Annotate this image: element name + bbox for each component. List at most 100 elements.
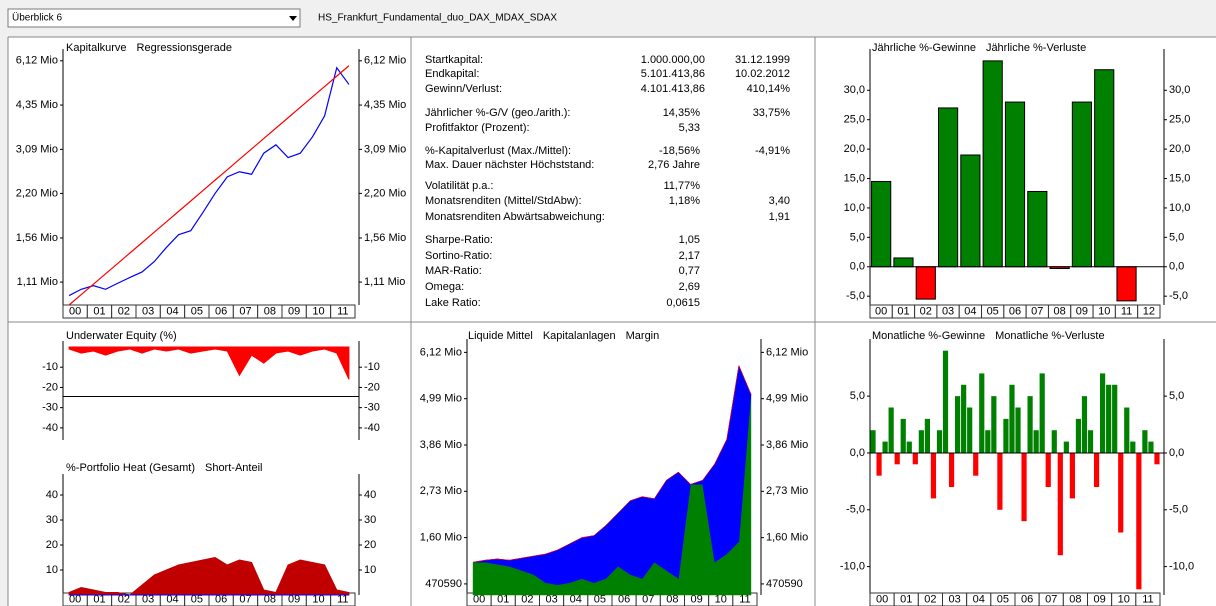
x-tick-label: 06 — [215, 593, 227, 605]
bar — [1069, 452, 1075, 499]
x-tick-label: 10 — [715, 593, 727, 605]
bar — [982, 60, 1003, 268]
bar — [955, 396, 961, 453]
bar — [1071, 101, 1093, 268]
bar — [912, 452, 918, 465]
bar — [1051, 430, 1057, 453]
y-tick-label: 5,0 — [1169, 231, 1184, 243]
stat-label: Volatilität p.a.: — [425, 180, 494, 192]
bar — [967, 407, 973, 453]
bar — [1142, 430, 1148, 453]
y-tick-label: -10 — [42, 361, 58, 373]
y-tick-label: 6,12 Mio — [16, 55, 58, 67]
y-tick-label: 1,11 Mio — [17, 276, 58, 288]
x-tick-label: 03 — [942, 305, 954, 317]
y-tick-label: -40 — [364, 422, 380, 434]
bar — [961, 384, 967, 453]
x-tick-label: 04 — [570, 593, 582, 605]
stat-label: Jährlicher %-G/V (geo./arith.): — [425, 107, 571, 119]
bar — [937, 107, 959, 268]
y-tick-label: -10,0 — [840, 560, 865, 572]
legend-entry: Short-Anteil — [205, 462, 262, 474]
y-tick-label: 30 — [364, 514, 376, 526]
x-tick-label: 01 — [93, 305, 105, 317]
stat-value: 11,77% — [664, 180, 701, 192]
y-tick-label: 2,73 Mio — [420, 485, 462, 497]
bar — [1027, 190, 1048, 268]
stat-label: Gewinn/Verlust: — [425, 83, 502, 95]
y-tick-label: 10 — [364, 564, 376, 576]
legend-entry: Kapitalanlagen — [543, 330, 616, 342]
y-tick-label: 0,0 — [1169, 261, 1184, 273]
bar — [1130, 441, 1136, 453]
bar — [1112, 384, 1118, 453]
bar — [991, 396, 997, 453]
legend-entry: Jährliche %-Verluste — [986, 42, 1086, 54]
bar — [1148, 441, 1154, 453]
x-tick-label: 01 — [900, 593, 912, 605]
bar — [985, 430, 991, 453]
y-tick-label: -5,0 — [1169, 290, 1188, 302]
stat-value: 1,18% — [669, 195, 700, 207]
x-tick-label: 04 — [973, 593, 985, 605]
bar — [1093, 452, 1100, 488]
x-tick-label: 02 — [924, 593, 936, 605]
x-tick-label: 04 — [964, 305, 976, 317]
bar — [1081, 396, 1088, 453]
y-tick-label: 15,0 — [844, 172, 865, 184]
x-axis-cell — [330, 304, 356, 319]
y-tick-label: 30,0 — [1169, 84, 1190, 96]
x-tick-label: 00 — [69, 593, 81, 605]
y-tick-label: 4,35 Mio — [16, 99, 58, 111]
y-tick-label: -20 — [42, 381, 58, 393]
x-tick-label: 01 — [497, 593, 509, 605]
stat-value: 5.101.413,86 — [641, 68, 705, 80]
bar — [876, 452, 882, 476]
x-tick-label: 10 — [312, 305, 324, 317]
y-tick-label: 3,86 Mio — [420, 439, 462, 451]
dropdown-text[interactable]: Überblick 6 — [12, 12, 62, 24]
stat-label: Lake Ratio: — [425, 297, 481, 309]
bar — [1116, 266, 1137, 302]
stat-label: Sharpe-Ratio: — [425, 234, 493, 246]
y-tick-label: -30 — [364, 402, 380, 414]
stat-value: 1.000.000,00 — [641, 54, 705, 66]
x-tick-label: 03 — [545, 593, 557, 605]
x-tick-label: 04 — [166, 305, 178, 317]
bar — [1100, 373, 1106, 453]
x-tick-label: 11 — [1142, 593, 1153, 605]
x-tick-label: 05 — [191, 305, 203, 317]
bar — [948, 452, 955, 488]
stat-value: 2,76 Jahre — [648, 159, 700, 171]
x-tick-label: 02 — [118, 305, 130, 317]
strategy-name: HS_Frankfurt_Fundamental_duo_DAX_MDAX_SD… — [318, 13, 557, 24]
y-tick-label: -10,0 — [1169, 560, 1194, 572]
stat-label: Monatsrenditen (Mittel/StdAbw): — [425, 195, 582, 207]
y-tick-label: 1,60 Mio — [766, 532, 808, 544]
legend-entry: Liquide Mittel — [468, 330, 533, 342]
y-tick-label: -5,0 — [846, 504, 865, 516]
y-tick-label: 4,99 Mio — [766, 393, 808, 405]
bar — [1015, 407, 1021, 453]
x-tick-label: 02 — [118, 593, 130, 605]
dropdown-arrow[interactable] — [289, 16, 297, 21]
x-tick-label: 11 — [337, 305, 348, 317]
legend-entry: Underwater Equity (%) — [66, 330, 177, 342]
stat-value: 4.101.413,86 — [641, 83, 705, 95]
stat-label: Startkapital: — [425, 54, 483, 66]
bar — [1009, 384, 1015, 453]
bar — [1021, 452, 1027, 522]
bar — [924, 418, 930, 453]
x-tick-label: 03 — [142, 593, 154, 605]
area — [473, 364, 752, 563]
y-tick-label: 3,09 Mio — [364, 143, 406, 155]
x-tick-label: 06 — [1021, 593, 1033, 605]
y-tick-label: 2,20 Mio — [16, 187, 58, 199]
y-tick-label: 6,12 Mio — [766, 346, 808, 358]
legend-entry: Kapitalkurve — [66, 42, 127, 54]
bar — [997, 452, 1003, 510]
y-tick-label: 10,0 — [1169, 202, 1190, 214]
x-tick-label: 02 — [920, 305, 932, 317]
y-tick-label: 30,0 — [844, 84, 865, 96]
dropdown[interactable] — [7, 8, 301, 28]
